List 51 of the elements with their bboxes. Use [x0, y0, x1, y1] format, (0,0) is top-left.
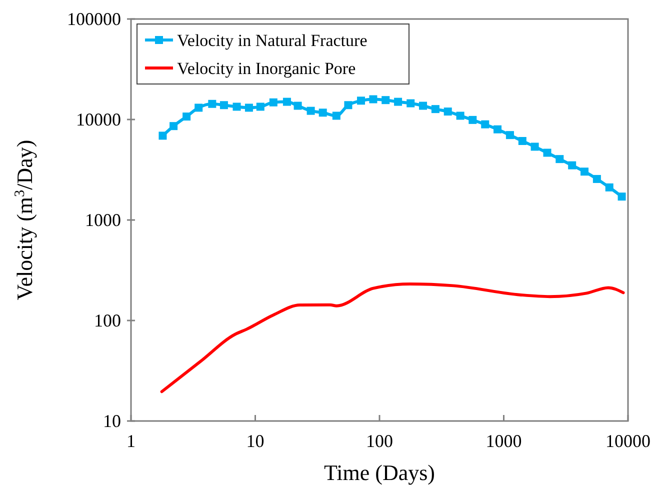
- point: [556, 155, 564, 164]
- y-tick-label: 10: [103, 411, 121, 431]
- legend-label: Velocity in Natural Fracture: [177, 31, 368, 50]
- point: [468, 116, 477, 124]
- point: [294, 102, 302, 110]
- legend-label: Velocity in Inorganic Pore: [177, 59, 356, 78]
- x-tick-label: 10000: [606, 431, 650, 451]
- x-tick-label: 100: [366, 431, 393, 451]
- x-tick-label: 10: [246, 431, 264, 451]
- y-tick-label: 10000: [76, 110, 121, 130]
- x-axis-title: Time (Days): [324, 460, 436, 485]
- point: [494, 125, 502, 134]
- point: [318, 108, 327, 117]
- x-tick-label: 1000: [486, 431, 522, 451]
- point: [332, 112, 340, 120]
- y-tick-label: 100000: [67, 9, 121, 29]
- point: [220, 101, 228, 110]
- point: [182, 112, 191, 121]
- point: [244, 104, 253, 112]
- point: [394, 98, 402, 106]
- point: [256, 102, 264, 111]
- point: [282, 98, 291, 106]
- point: [456, 112, 464, 120]
- y-tick-label: 100: [94, 310, 121, 330]
- point: [194, 104, 203, 112]
- point: [344, 101, 352, 110]
- point: [306, 106, 315, 115]
- y-tick-label: 1000: [85, 210, 121, 230]
- point: [605, 183, 614, 192]
- point: [518, 137, 526, 146]
- point: [444, 108, 452, 116]
- point: [419, 102, 428, 110]
- point: [357, 96, 366, 105]
- point: [592, 174, 601, 183]
- point: [506, 131, 514, 140]
- point: [543, 148, 552, 157]
- point: [382, 96, 390, 104]
- point: [568, 161, 576, 170]
- point: [580, 168, 589, 176]
- point: [431, 105, 440, 114]
- x-tick-label: 1: [126, 431, 136, 451]
- point: [618, 192, 626, 201]
- point: [406, 99, 415, 108]
- point: [208, 100, 216, 108]
- point: [481, 120, 490, 128]
- point: [170, 122, 178, 130]
- point: [369, 95, 378, 104]
- point: [158, 132, 167, 140]
- point: [530, 142, 539, 151]
- point: [269, 98, 278, 106]
- point: [232, 102, 241, 111]
